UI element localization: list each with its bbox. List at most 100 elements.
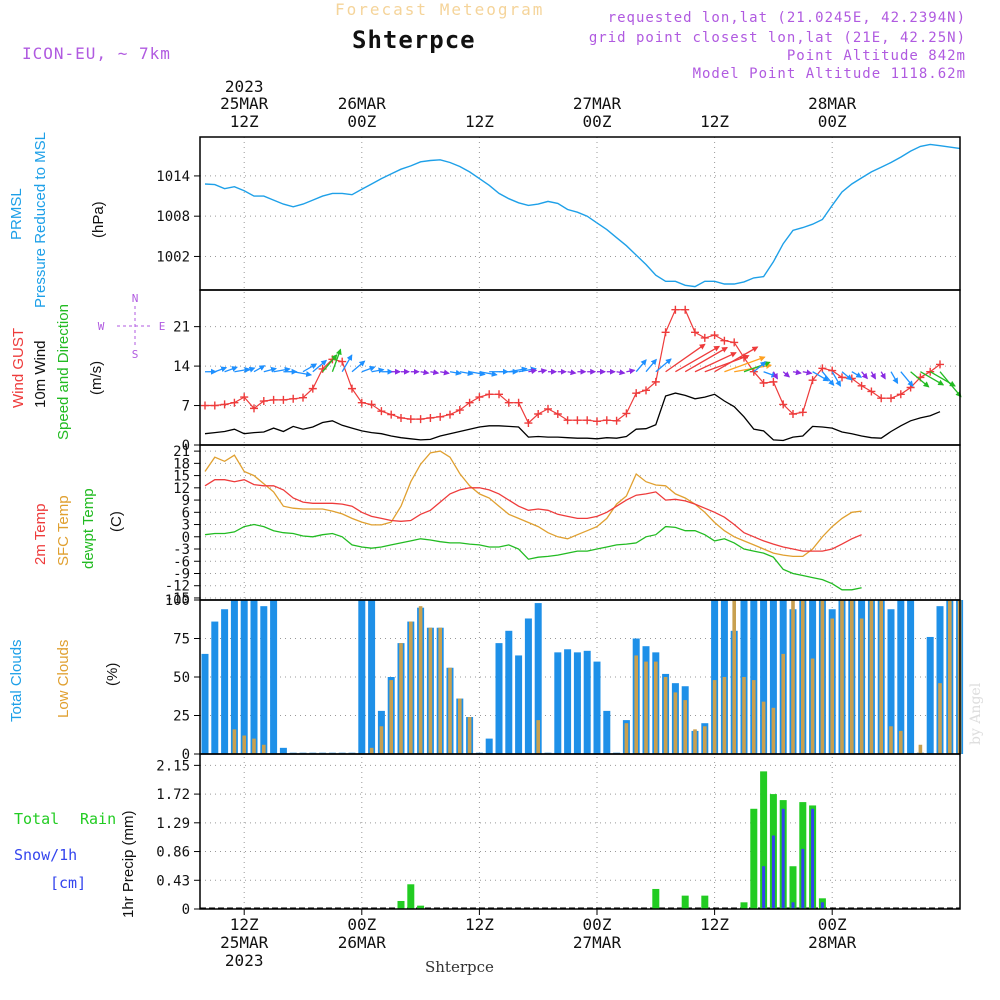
- y-tick-label: -12: [165, 579, 190, 595]
- wind-gust-marker: [240, 393, 249, 402]
- total-cloud-bar: [495, 643, 503, 754]
- wind-direction-arrow: [704, 354, 750, 373]
- low-cloud-bar: [458, 698, 462, 754]
- low-cloud-bar: [409, 621, 413, 754]
- rain-bar: [652, 888, 660, 909]
- wind-direction-arrow: [645, 358, 657, 373]
- total-cloud-bar: [201, 653, 209, 754]
- top-date-label: 28MAR: [808, 94, 857, 113]
- low-cloud-bar: [752, 680, 756, 754]
- bottom-date-label: 28MAR: [808, 933, 857, 952]
- y-tick-label: -3: [173, 542, 190, 558]
- wind-direction-arrow: [910, 371, 930, 388]
- wind-gust-marker: [299, 393, 307, 402]
- y-tick-label: 15: [173, 469, 190, 485]
- wind-gust-marker: [573, 416, 582, 425]
- wind-gust-marker: [377, 407, 386, 416]
- wind-gust-marker: [622, 409, 631, 418]
- wind-gust-marker: [887, 394, 895, 403]
- wind-gust-marker: [436, 412, 445, 421]
- wind-direction-arrow: [234, 366, 251, 373]
- wind-direction-arrow: [263, 366, 277, 373]
- total-cloud-bar: [515, 655, 523, 754]
- wind-gust-marker: [524, 419, 533, 428]
- wind-direction-arrow: [635, 359, 647, 373]
- wind-gust-marker: [877, 394, 886, 403]
- dewpt-temp-line: [204, 523, 862, 591]
- total-cloud-bar: [260, 606, 268, 754]
- total-cloud-bar: [887, 609, 895, 754]
- top-date-label: 27MAR: [573, 94, 622, 113]
- wind-direction-arrow: [479, 370, 498, 377]
- wind-gust-marker: [612, 416, 621, 425]
- total-cloud-bar: [897, 600, 905, 754]
- low-cloud-bar: [948, 600, 952, 754]
- wind-gust-marker: [789, 410, 797, 418]
- y-tick-label: 18: [173, 456, 190, 472]
- wind-direction-arrow: [243, 366, 256, 373]
- top-hour-label: 12Z: [230, 112, 259, 131]
- y-tick-label: 12: [173, 481, 190, 497]
- wind-gust-marker: [798, 408, 807, 417]
- total-cloud-bar: [554, 652, 562, 754]
- rain-bar: [789, 866, 797, 909]
- top-hour-label: 00Z: [583, 112, 612, 131]
- low-cloud-bar: [262, 744, 266, 754]
- y-tick-label: 1002: [156, 249, 190, 265]
- panel-frame: [199, 289, 961, 446]
- total-cloud-bar: [230, 600, 238, 754]
- low-cloud-bar: [791, 600, 795, 754]
- wind-direction-arrow: [538, 368, 548, 375]
- wind-gust-marker: [681, 305, 690, 314]
- rain-bar: [740, 902, 748, 909]
- wind-direction-arrow: [821, 371, 835, 386]
- y-tick-label: 0: [182, 902, 190, 918]
- wind-direction-arrow: [508, 366, 528, 373]
- rain-bar: [750, 808, 758, 909]
- snow-unit-label: [cm]: [50, 874, 87, 892]
- low-cloud-bar: [850, 600, 854, 754]
- low-cloud-bar: [654, 661, 658, 754]
- y-tick-label: 0: [182, 438, 190, 454]
- wind-gust-marker: [308, 384, 317, 393]
- wind-direction-arrow: [449, 369, 462, 376]
- grid-point-coords: grid point closest lon,lat (21E, 42.25N): [588, 30, 966, 46]
- rain-bar: [397, 900, 405, 909]
- rain-bar: [681, 895, 689, 909]
- low-cloud-bar: [703, 726, 707, 754]
- total-cloud-bar: [564, 649, 572, 754]
- bottom-hour-label: 12Z: [700, 915, 729, 934]
- y-tick-label: 14: [173, 359, 190, 375]
- y-tick-label: 75: [173, 632, 190, 648]
- wind-gust-marker: [730, 338, 739, 347]
- y-tick-label: -9: [173, 566, 190, 582]
- wind-gust-marker: [426, 413, 435, 422]
- wind-gust-marker: [201, 401, 209, 410]
- bottom-date-label: 27MAR: [573, 933, 622, 952]
- low-cloud-bar: [712, 680, 717, 754]
- wind-gust-marker: [553, 410, 562, 418]
- low-cloud-bar: [624, 723, 629, 754]
- wind-gust-marker: [759, 379, 768, 387]
- frames-layer: [199, 136, 961, 915]
- wind-gust-marker: [651, 377, 660, 386]
- wind-gust-marker: [387, 410, 396, 419]
- low-cloud-bar: [467, 717, 472, 754]
- wind-gust-marker: [808, 376, 817, 385]
- snow-bar: [781, 808, 785, 909]
- snow-bar: [791, 902, 795, 909]
- wind-gust-marker: [495, 390, 503, 399]
- bottom-hour-label: 12Z: [465, 915, 494, 934]
- low-cloud-bar: [761, 701, 766, 754]
- wind-gust-marker: [593, 417, 601, 426]
- low-cloud-bar: [918, 744, 923, 754]
- low-cloud-bar: [379, 726, 384, 754]
- wind-direction-arrow: [616, 369, 626, 376]
- t2m-temp-line: [204, 479, 862, 552]
- wind-gust-marker: [504, 398, 513, 407]
- wind-direction-arrow: [371, 367, 385, 374]
- wind-gust-marker: [259, 397, 268, 406]
- low-cloud-bar: [820, 600, 825, 754]
- grid-layer: [194, 137, 960, 910]
- wind-direction-arrow: [302, 363, 318, 373]
